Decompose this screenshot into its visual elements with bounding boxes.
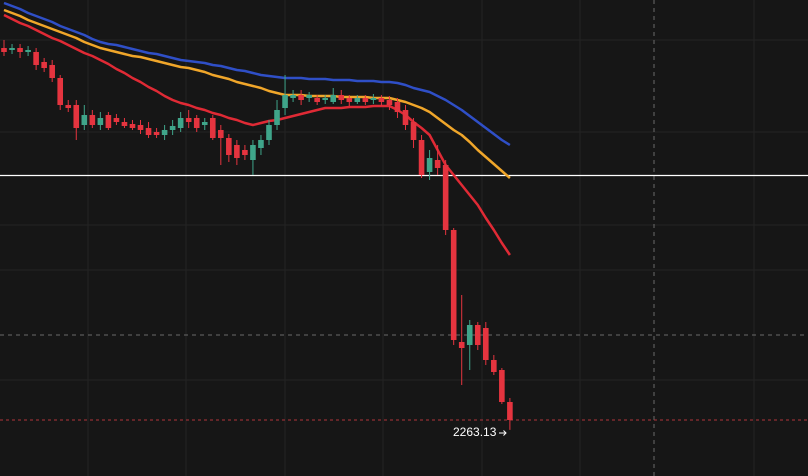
- candle-body: [450, 230, 457, 340]
- candle-body: [65, 105, 72, 108]
- candle-body: [57, 78, 64, 105]
- candle-body: [258, 140, 264, 148]
- candle-body: [282, 95, 288, 108]
- candle-body: [145, 128, 152, 135]
- candle-body: [89, 115, 96, 125]
- candle-body: [507, 402, 513, 420]
- candle-body: [386, 100, 393, 105]
- candle-body: [483, 328, 489, 360]
- candle-body: [49, 65, 55, 78]
- candle-body: [474, 325, 481, 345]
- candle-body: [330, 95, 337, 102]
- candle-body: [306, 95, 312, 98]
- candle-body: [105, 115, 112, 128]
- candle-body: [33, 52, 39, 65]
- candle-body: [338, 95, 345, 100]
- candle-body: [242, 150, 248, 155]
- candle-body: [113, 118, 120, 122]
- candle-body: [314, 98, 320, 102]
- candle-body: [161, 130, 168, 135]
- candle-body: [1, 48, 7, 52]
- candle-body: [394, 102, 401, 112]
- candle-body: [137, 125, 144, 130]
- candle-body: [499, 370, 505, 402]
- candle-body: [290, 95, 296, 98]
- candle-body: [354, 98, 361, 102]
- candle-body: [9, 48, 15, 50]
- candle-body: [25, 50, 31, 52]
- candle-body: [250, 145, 256, 160]
- candle-body: [177, 118, 184, 128]
- candle-body: [346, 98, 353, 102]
- candle-body: [418, 140, 425, 175]
- candle-body: [169, 126, 176, 130]
- candle-body: [73, 105, 80, 128]
- candle-body: [97, 118, 104, 125]
- candle-body: [274, 110, 280, 125]
- candle-body: [434, 160, 441, 168]
- price-label: 2263.13: [453, 425, 497, 439]
- candle-body: [193, 118, 200, 128]
- candle-body: [442, 165, 449, 230]
- candle-body: [458, 342, 465, 348]
- moving-average-line: [3, 13, 511, 256]
- candle-body: [153, 132, 160, 135]
- arrow-icon: [499, 430, 507, 436]
- candle-body: [17, 48, 23, 52]
- candle-body: [402, 110, 409, 125]
- candle-body: [378, 98, 385, 102]
- candle-body: [266, 125, 272, 140]
- candle-body: [209, 118, 216, 138]
- series-layer: [1, 1, 513, 430]
- candle-body: [322, 98, 328, 100]
- moving-average-line: [3, 1, 511, 147]
- candle-body: [121, 122, 128, 126]
- candle-body: [298, 95, 304, 100]
- moving-average-line: [3, 8, 511, 179]
- candle-body: [491, 360, 497, 372]
- candle-body: [234, 145, 240, 158]
- candle-body: [201, 122, 208, 125]
- candle-body: [81, 115, 88, 125]
- candle-body: [466, 325, 473, 345]
- candle-body: [41, 62, 47, 68]
- candle-body: [362, 98, 369, 102]
- candle-body: [185, 118, 192, 122]
- candle-body: [410, 122, 417, 140]
- candle-body: [129, 124, 136, 128]
- candle-body: [226, 138, 232, 155]
- candle-body: [218, 130, 224, 138]
- candle-body: [426, 158, 433, 172]
- candle-body: [370, 98, 377, 100]
